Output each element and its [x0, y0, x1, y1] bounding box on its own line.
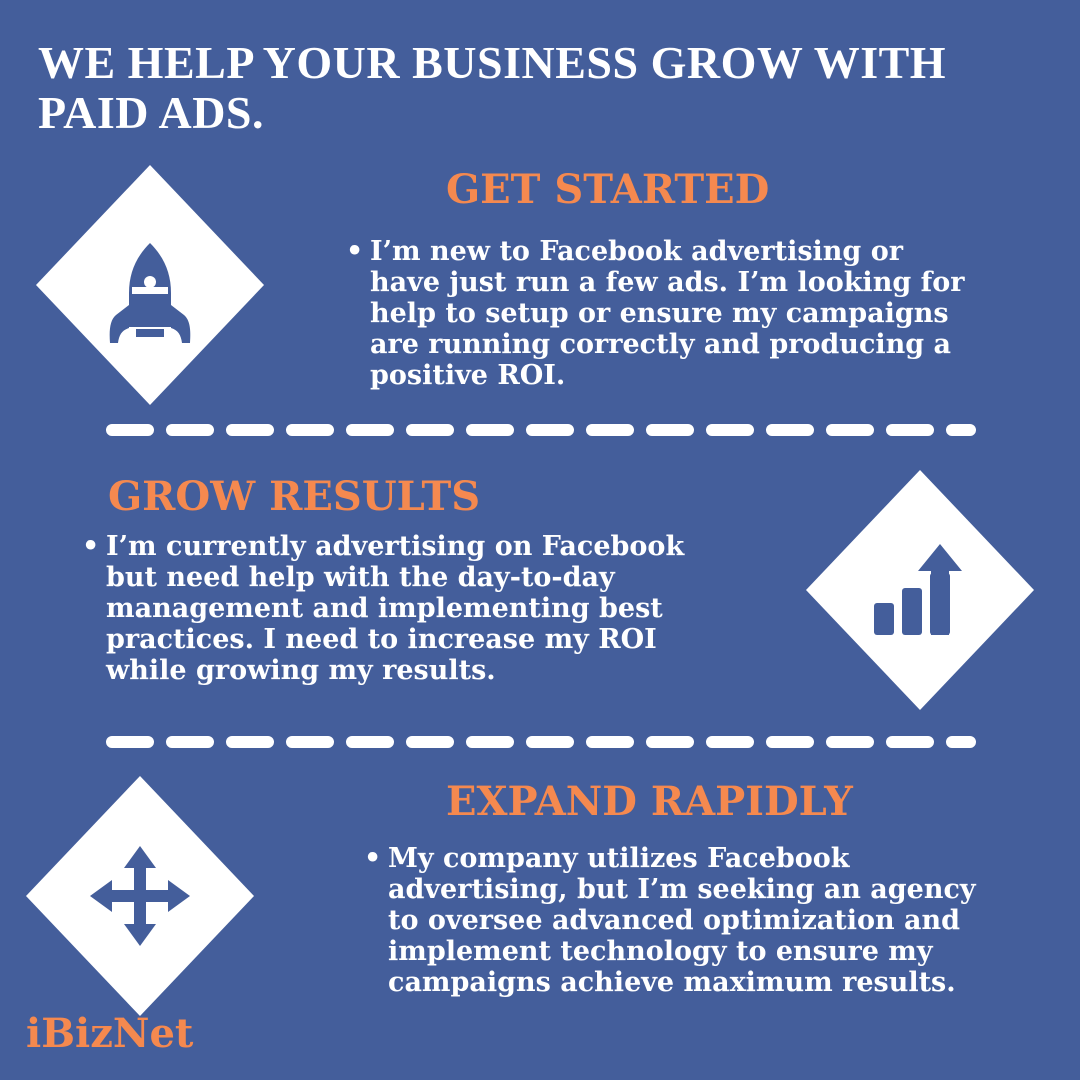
bullet-dot: •	[82, 531, 100, 562]
expand-arrows-icon	[26, 776, 254, 1016]
description-text: My company utilizes Facebook advertising…	[388, 843, 976, 998]
description-expand-rapidly: • My company utilizes Facebook advertisi…	[364, 843, 988, 998]
heading-expand-rapidly: EXPAND RAPIDLY	[446, 778, 853, 825]
description-grow-results: • I’m currently advertising on Facebook …	[82, 531, 706, 686]
description-get-started: • I’m new to Facebook advertising or hav…	[346, 236, 980, 391]
dashed-divider	[106, 424, 976, 436]
page-title: WE HELP YOUR BUSINESS GROW WITH PAID ADS…	[38, 37, 947, 138]
bullet-dot: •	[364, 843, 382, 874]
expand-diamond	[26, 776, 254, 1016]
bullet-dot: •	[346, 236, 364, 267]
rocket-diamond	[36, 165, 264, 405]
growth-chart-icon	[806, 470, 1034, 710]
heading-grow-results: GROW RESULTS	[108, 473, 481, 520]
dashed-divider	[106, 736, 976, 748]
description-text: I’m new to Facebook advertising or have …	[370, 236, 965, 391]
growth-diamond	[806, 470, 1034, 710]
description-text: I’m currently advertising on Facebook bu…	[106, 531, 685, 686]
heading-get-started: GET STARTED	[446, 166, 770, 213]
rocket-icon	[36, 165, 264, 405]
brand-logo: iBizNet	[26, 1010, 194, 1057]
